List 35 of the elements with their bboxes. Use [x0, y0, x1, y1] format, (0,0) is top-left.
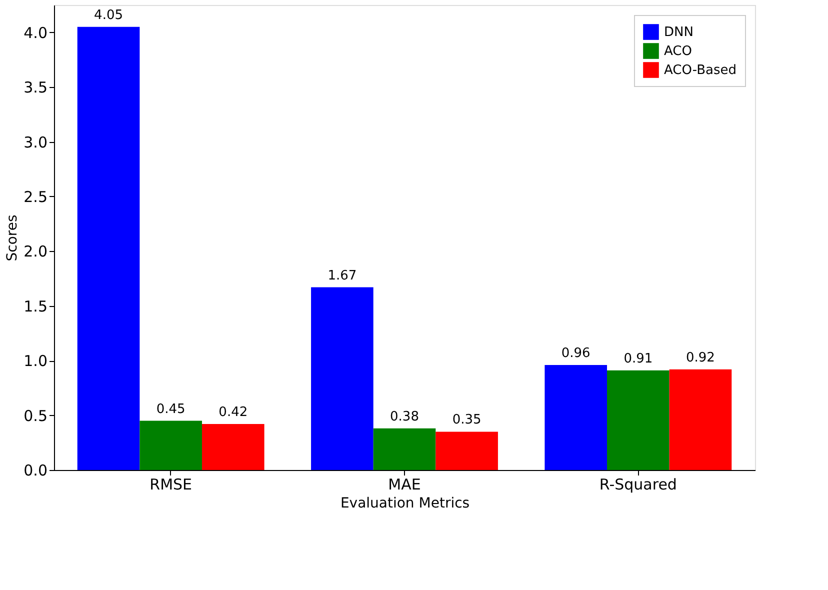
y-tick-label: 2.5	[24, 188, 48, 206]
bar	[140, 420, 202, 470]
bar	[77, 26, 140, 470]
bar	[202, 424, 264, 470]
bar	[607, 370, 670, 470]
legend-label: DNN	[664, 25, 694, 40]
bar	[311, 287, 374, 470]
y-tick-label: 3.5	[24, 78, 48, 97]
data-label: 1.67	[328, 268, 357, 284]
data-label: 0.38	[390, 409, 419, 424]
data-label: 0.42	[218, 405, 248, 420]
x-tick-label: RMSE	[150, 476, 192, 494]
data-label: 4.05	[94, 8, 123, 23]
y-tick-label: 1.5	[24, 297, 48, 316]
y-tick-label: 1.0	[24, 352, 48, 370]
y-tick-label: 0.5	[24, 406, 48, 425]
y-tick-label: 2.0	[24, 242, 48, 261]
data-label: 0.92	[686, 350, 715, 366]
bar	[436, 432, 498, 470]
x-tick-label: MAE	[388, 476, 421, 494]
bar	[544, 364, 608, 470]
data-label: 0.45	[156, 402, 186, 417]
y-tick-label: 4.0	[24, 24, 48, 42]
data-label: 0.35	[452, 412, 482, 428]
bar	[669, 369, 732, 470]
data-label: 0.96	[561, 346, 590, 361]
legend-label: ACO-Based	[664, 63, 736, 78]
x-axis-title: Evaluation Metrics	[340, 496, 470, 512]
y-axis-title: Scores	[4, 214, 21, 262]
x-tick-label: R-Squared	[599, 476, 677, 494]
data-label: 0.91	[624, 351, 653, 366]
y-tick-label: 3.0	[24, 133, 48, 152]
bar	[373, 428, 436, 470]
y-tick-label: 0.0	[24, 462, 48, 480]
legend-label: ACO	[664, 44, 692, 59]
